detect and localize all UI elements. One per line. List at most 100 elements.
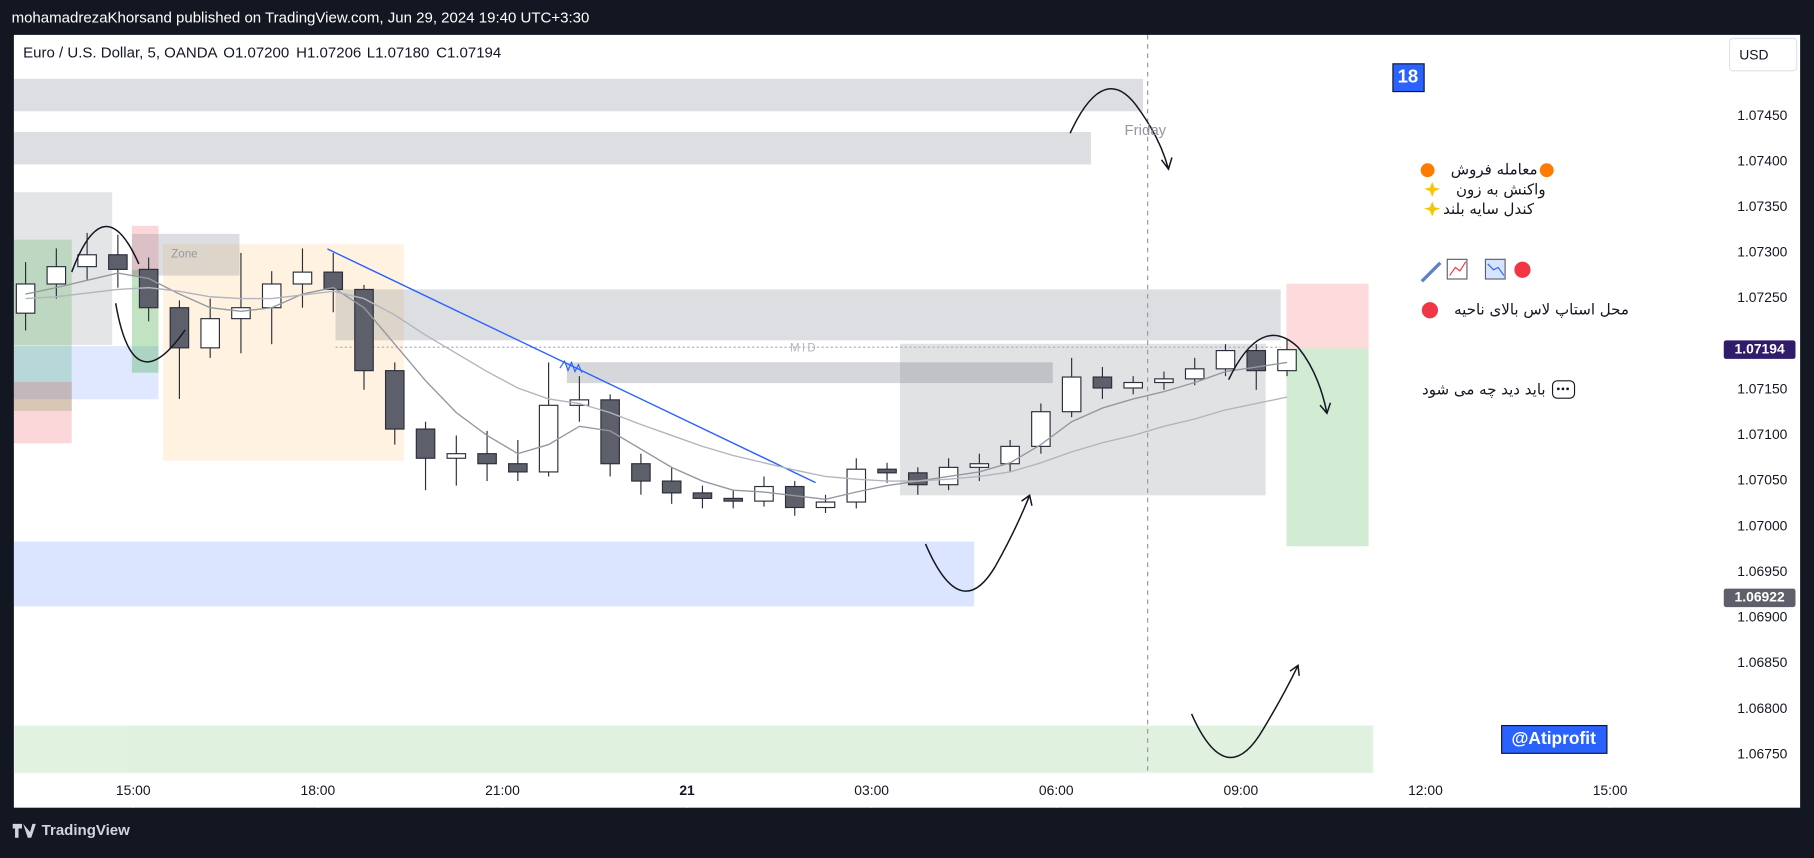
curve (1227, 334, 1328, 414)
session-label: Friday (1124, 122, 1166, 139)
y-tick-label: 1.07050 (1737, 472, 1787, 488)
candle-body (631, 463, 651, 482)
zone (13, 381, 72, 444)
candle-body (323, 271, 344, 291)
y-tick-label: 1.06950 (1737, 563, 1787, 579)
y-tick-label: 1.07300 (1737, 244, 1787, 260)
zigzag (559, 359, 583, 373)
ohlc-close: C1.07194 (436, 44, 501, 61)
moving-average (25, 272, 1288, 501)
zone (566, 362, 1053, 384)
y-tick-label: 1.07100 (1737, 426, 1787, 442)
zone-label: Zone (171, 249, 197, 261)
zone (13, 724, 1374, 774)
ohlc-low: L1.07180 (367, 44, 430, 61)
price-label: 1.07194 (1735, 340, 1785, 356)
candle-body (46, 266, 67, 285)
chart-area (13, 34, 1801, 808)
candle-body (200, 318, 220, 349)
x-tick-label: 09:00 (1224, 782, 1259, 798)
note: کندل سایه بلند (1443, 200, 1535, 218)
price-label-box (1723, 588, 1796, 608)
chart-icon-line (1487, 263, 1505, 276)
y-tick-label: 1.07350 (1737, 198, 1787, 214)
candle-body (1215, 350, 1236, 370)
arrowhead (1021, 494, 1033, 506)
note: واکنش به زون (1456, 180, 1546, 198)
stop-note: محل استاپ لاس بالای ناحیه (1454, 301, 1629, 319)
candle-body (908, 472, 928, 486)
burst-icon (1421, 302, 1439, 319)
arrowhead (1289, 664, 1300, 676)
y-tick-label: 1.07150 (1737, 380, 1787, 396)
x-tick-label: 12:00 (1408, 782, 1443, 798)
candle-body (508, 463, 528, 473)
badge (1392, 63, 1425, 93)
candle-body (754, 485, 774, 502)
y-tick-label: 1.07000 (1737, 517, 1787, 533)
x-tick-label: 21:00 (485, 782, 520, 798)
plot (15, 232, 1297, 516)
curve (924, 495, 1031, 592)
y-tick-label: 1.06750 (1737, 745, 1787, 761)
y-tick-label: 1.07450 (1737, 107, 1787, 123)
arrows (71, 88, 1332, 759)
candle-body (538, 404, 559, 473)
zone (900, 343, 1266, 496)
candle-body (661, 480, 682, 494)
stop-zone (1286, 283, 1369, 349)
curve (114, 303, 186, 363)
candle-body (600, 399, 620, 465)
arrowhead (1319, 402, 1332, 415)
y-tick-label: 1.06850 (1737, 654, 1787, 670)
y-tick-label: 1.07400 (1737, 152, 1787, 168)
x-tick-label: 18:00 (300, 782, 335, 798)
candle-body (1184, 368, 1205, 380)
curve (1190, 665, 1299, 759)
note: معامله فروش (1451, 161, 1538, 179)
candle-body (969, 463, 990, 468)
symbol: Euro / U.S. Dollar, 5, OANDA (23, 44, 217, 61)
currency-button[interactable] (1728, 37, 1798, 72)
currency[interactable]: USD (1739, 46, 1768, 62)
candle-body (1061, 376, 1082, 413)
candle-body (415, 428, 436, 459)
curve (71, 225, 140, 273)
candle-body (1277, 349, 1297, 372)
zone (13, 132, 1091, 165)
price-label-box (1723, 340, 1796, 359)
drawings (13, 34, 1374, 774)
x-tick-label: 21 (679, 782, 695, 798)
candle-body (231, 307, 251, 320)
x-tick-label: 06:00 (1039, 782, 1074, 798)
zone (13, 541, 975, 607)
badge-text: 18 (1398, 66, 1419, 87)
candle-body (1031, 411, 1051, 447)
candle-body (846, 468, 867, 503)
candle-body (354, 288, 374, 372)
candle-body (477, 453, 497, 465)
zone (131, 225, 159, 276)
mid-label: MID (790, 342, 818, 354)
candle-body (877, 468, 897, 474)
note-icons (1420, 163, 1576, 399)
watch-note: باید دید چه می شود (1422, 381, 1546, 399)
candle-body (292, 271, 313, 285)
arrowhead (1160, 157, 1173, 171)
zone (13, 78, 1144, 112)
candle-body (1123, 381, 1143, 389)
star-icon (1424, 181, 1441, 197)
candle-body (169, 307, 190, 349)
price-label: 1.06922 (1735, 589, 1785, 605)
x-tick-label: 15:00 (1593, 782, 1628, 798)
footer-brand: TradingView (42, 822, 130, 839)
footer-logo (12, 823, 36, 838)
candle-body (1092, 376, 1113, 389)
trend-line (327, 248, 816, 484)
handle: @Atiprofit (1512, 728, 1597, 748)
target-zone (1286, 348, 1369, 547)
candle-body (1154, 378, 1174, 384)
fire-icon (1420, 163, 1435, 178)
handle-box (1501, 724, 1608, 754)
